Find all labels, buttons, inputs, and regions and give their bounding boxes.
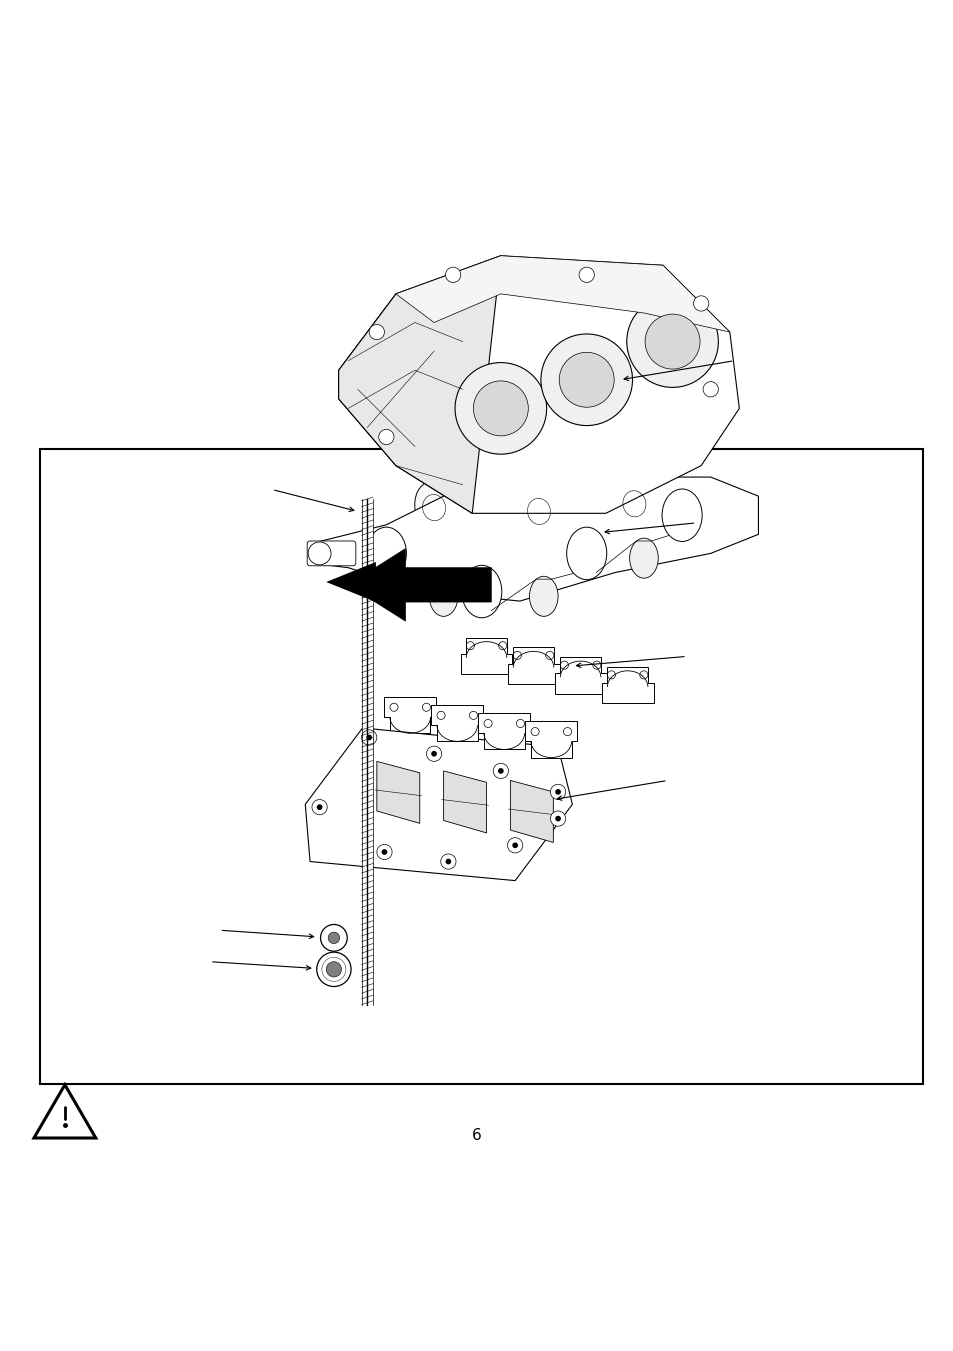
Ellipse shape <box>415 481 453 534</box>
Circle shape <box>445 859 451 865</box>
Polygon shape <box>376 762 419 823</box>
Circle shape <box>328 932 339 943</box>
Circle shape <box>550 785 565 800</box>
FancyBboxPatch shape <box>307 540 355 566</box>
Circle shape <box>426 746 441 762</box>
Circle shape <box>376 844 392 859</box>
Circle shape <box>320 924 347 951</box>
Polygon shape <box>305 728 572 881</box>
Ellipse shape <box>366 527 406 580</box>
Circle shape <box>381 850 387 855</box>
Text: 6: 6 <box>472 1128 481 1143</box>
Polygon shape <box>443 771 486 834</box>
Circle shape <box>326 962 341 977</box>
Polygon shape <box>507 647 558 684</box>
Bar <box>361 499 373 1005</box>
Polygon shape <box>601 667 653 704</box>
Circle shape <box>578 267 594 282</box>
Circle shape <box>445 267 460 282</box>
Circle shape <box>558 353 614 407</box>
Ellipse shape <box>529 577 558 616</box>
Polygon shape <box>348 549 491 621</box>
Circle shape <box>366 735 372 740</box>
Polygon shape <box>384 697 436 734</box>
Circle shape <box>493 763 508 778</box>
Circle shape <box>473 381 528 436</box>
Circle shape <box>540 334 632 426</box>
Circle shape <box>316 804 322 811</box>
Circle shape <box>369 324 384 339</box>
Ellipse shape <box>615 478 653 530</box>
Polygon shape <box>310 477 758 601</box>
Ellipse shape <box>661 489 701 542</box>
Circle shape <box>626 296 718 388</box>
Circle shape <box>378 430 394 444</box>
Ellipse shape <box>629 538 658 578</box>
Polygon shape <box>554 657 606 693</box>
Polygon shape <box>525 721 577 758</box>
Circle shape <box>308 542 331 565</box>
Bar <box>40 450 922 1084</box>
Circle shape <box>512 843 517 848</box>
Circle shape <box>555 816 560 821</box>
Circle shape <box>555 789 560 794</box>
Ellipse shape <box>519 485 558 538</box>
Polygon shape <box>460 638 512 674</box>
Circle shape <box>702 382 718 397</box>
Polygon shape <box>338 255 500 513</box>
Circle shape <box>361 730 376 746</box>
Polygon shape <box>477 713 530 750</box>
Ellipse shape <box>461 565 501 617</box>
Circle shape <box>312 800 327 815</box>
Circle shape <box>693 296 708 311</box>
Circle shape <box>507 838 522 852</box>
Ellipse shape <box>429 577 457 616</box>
Circle shape <box>550 811 565 827</box>
Circle shape <box>440 854 456 869</box>
Polygon shape <box>510 781 553 843</box>
Polygon shape <box>395 255 729 332</box>
Polygon shape <box>338 255 739 513</box>
Circle shape <box>644 315 700 369</box>
Polygon shape <box>431 705 482 742</box>
Polygon shape <box>326 562 459 603</box>
Circle shape <box>497 767 503 774</box>
Circle shape <box>316 952 351 986</box>
Ellipse shape <box>566 527 606 580</box>
Circle shape <box>455 362 546 454</box>
Circle shape <box>431 751 436 757</box>
